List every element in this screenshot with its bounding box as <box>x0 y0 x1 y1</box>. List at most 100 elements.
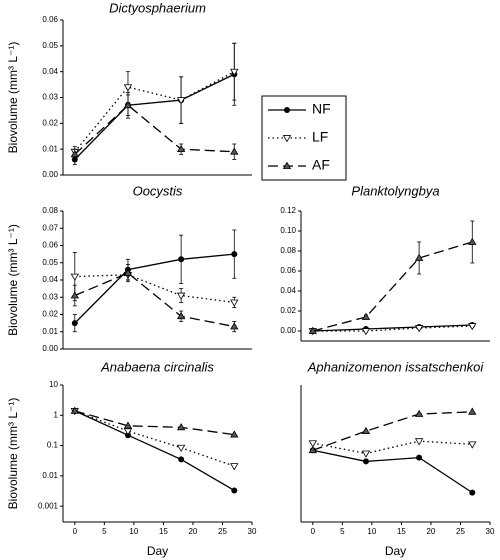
y-tick-label: 0.01 <box>42 327 58 336</box>
point <box>414 325 424 333</box>
x-axis-label: Day <box>385 544 406 558</box>
y-tick-label: 0.05 <box>42 258 58 267</box>
point <box>70 291 80 299</box>
y-tick-label: 0.00 <box>42 344 58 353</box>
x-tick-label: 25 <box>456 527 465 536</box>
legend-label: AF <box>312 157 330 173</box>
point <box>123 421 133 429</box>
point <box>70 273 80 281</box>
point <box>123 84 133 92</box>
point <box>361 450 371 458</box>
series-line <box>74 73 235 160</box>
y-tick-label: 10 <box>49 380 58 389</box>
x-tick-label: 5 <box>102 527 107 536</box>
point <box>70 150 80 158</box>
series-line <box>312 324 473 332</box>
y-tick-label: 0.06 <box>280 266 296 275</box>
point <box>231 487 238 494</box>
point <box>308 445 318 454</box>
y-tick-label: 0.03 <box>42 93 58 102</box>
point <box>176 97 186 105</box>
point <box>230 322 239 330</box>
x-tick-label: 20 <box>426 527 435 536</box>
y-axis-label: Biovolume (mm³ L⁻¹) <box>6 42 20 154</box>
point <box>468 237 477 245</box>
legend-label: LF <box>312 129 328 145</box>
y-tick-label: 0.06 <box>42 241 58 250</box>
panel-title: Anabaena circinalis <box>100 359 214 374</box>
x-tick-label: 25 <box>218 527 227 536</box>
point <box>469 489 476 496</box>
x-tick-label: 0 <box>73 527 78 536</box>
point <box>176 144 186 153</box>
y-axis-label: Biovolume (mm³ L⁻¹) <box>6 224 20 336</box>
y-tick-label: 0.12 <box>280 206 296 215</box>
point <box>414 438 424 446</box>
point <box>468 441 477 449</box>
point <box>123 100 133 109</box>
x-tick-label: 10 <box>367 527 376 536</box>
point <box>176 423 186 431</box>
point <box>468 407 477 415</box>
y-tick-label: 0.06 <box>42 15 58 24</box>
x-tick-label: 30 <box>486 527 495 536</box>
y-tick-label: 0.02 <box>280 306 296 315</box>
point <box>362 458 369 465</box>
series-line <box>74 272 235 328</box>
x-axis-label: Day <box>147 544 168 558</box>
point <box>414 253 424 261</box>
point <box>231 251 238 258</box>
point <box>361 426 371 434</box>
y-tick-label: 0.04 <box>280 286 296 295</box>
panel-title: Planktolyngbya <box>351 183 439 198</box>
y-tick-label: 0.02 <box>42 118 58 127</box>
series-line <box>312 241 473 332</box>
point <box>178 256 185 263</box>
y-tick-label: 0.001 <box>38 501 59 510</box>
series-line <box>74 410 235 492</box>
x-tick-label: 20 <box>188 527 197 536</box>
point <box>414 409 424 417</box>
point <box>230 430 239 438</box>
y-tick-label: 0.03 <box>42 292 58 301</box>
y-tick-label: 0.08 <box>280 246 296 255</box>
point <box>70 406 80 414</box>
panel-title: Oocystis <box>133 183 183 198</box>
series-line <box>74 71 235 153</box>
x-tick-label: 10 <box>129 527 138 536</box>
point <box>230 68 239 76</box>
x-tick-label: 5 <box>340 527 345 536</box>
x-tick-label: 15 <box>159 527 168 536</box>
x-tick-label: 0 <box>311 527 316 536</box>
y-tick-label: 1 <box>54 410 59 419</box>
series-line <box>74 104 235 155</box>
point <box>468 323 477 331</box>
point <box>176 292 186 300</box>
y-tick-label: 0.1 <box>47 441 59 450</box>
point <box>230 147 239 155</box>
series-line <box>74 253 235 324</box>
point <box>176 444 186 453</box>
y-tick-label: 0.01 <box>42 144 58 153</box>
y-tick-label: 0.01 <box>42 471 58 480</box>
point <box>123 268 133 276</box>
x-tick-label: 30 <box>248 527 257 536</box>
point <box>230 463 239 471</box>
point <box>178 456 185 463</box>
y-tick-label: 0.05 <box>42 41 58 50</box>
panel-title: Aphanizomenon issatschenkoi <box>307 359 485 374</box>
y-tick-label: 0.00 <box>42 170 58 179</box>
series-line <box>74 410 235 467</box>
series-line <box>312 449 473 494</box>
y-tick-label: 0.02 <box>42 310 58 319</box>
legend-marker <box>284 107 290 113</box>
point <box>176 311 186 320</box>
panel-title: Dictyosphaerium <box>109 0 206 15</box>
x-tick-label: 15 <box>397 527 406 536</box>
y-tick-label: 0.04 <box>42 67 58 76</box>
series-line <box>312 440 473 455</box>
legend-marker <box>282 161 292 169</box>
series-line <box>74 274 235 304</box>
y-tick-label: 0.00 <box>280 326 296 335</box>
